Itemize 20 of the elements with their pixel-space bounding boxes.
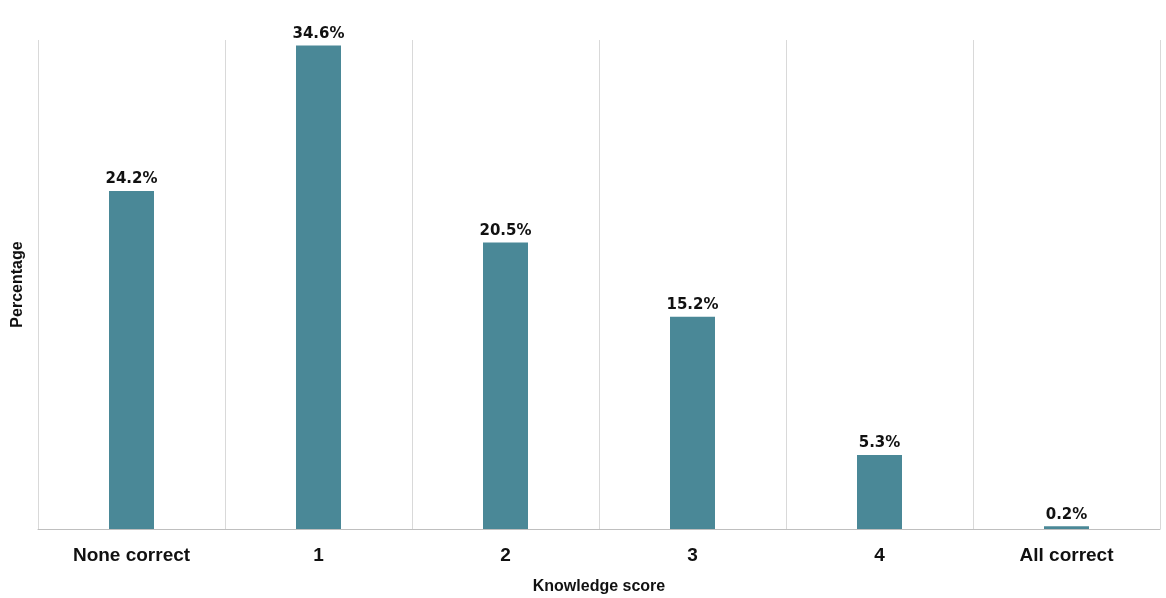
bar <box>670 316 715 529</box>
x-tick-label: 2 <box>500 544 511 565</box>
x-axis-title: Knowledge score <box>532 576 666 594</box>
bar <box>857 454 902 529</box>
data-label: 24.2% <box>105 169 158 188</box>
bar <box>296 45 341 529</box>
x-tick-label: None correct <box>72 544 191 565</box>
x-tick-label: 1 <box>313 544 325 565</box>
data-label: 5.3% <box>858 433 901 452</box>
bar <box>109 190 154 529</box>
bar <box>483 242 528 529</box>
x-tick-label: 3 <box>687 544 698 565</box>
x-tick-label: All correct <box>1019 544 1115 565</box>
data-label: 34.6% <box>292 24 345 43</box>
data-label: 15.2% <box>666 295 719 314</box>
data-label: 0.2% <box>1045 504 1088 523</box>
y-axis-title: Percentage <box>7 241 25 328</box>
x-tick-label: 4 <box>874 544 886 565</box>
data-label: 20.5% <box>479 221 532 240</box>
bar <box>1044 526 1089 529</box>
